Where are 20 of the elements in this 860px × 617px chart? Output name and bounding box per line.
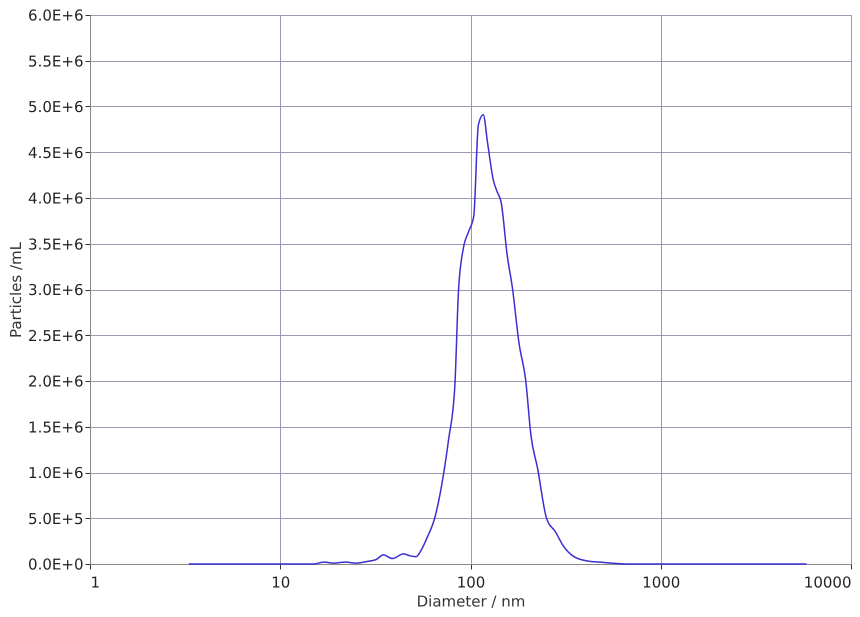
- x-tick-label: 1: [90, 574, 100, 592]
- y-tick-label: 5.5E+6: [28, 52, 84, 70]
- y-tick-label: 5.0E+6: [28, 98, 84, 116]
- x-tick-label: 1000: [642, 574, 680, 592]
- y-tick-label: 5.0E+5: [28, 510, 84, 528]
- y-tick-label: 6.0E+6: [28, 6, 84, 24]
- y-tick-label: 2.5E+6: [28, 326, 84, 345]
- y-tick-label: 1.0E+6: [28, 464, 84, 482]
- y-tick-label: 0.0E+0: [28, 556, 84, 574]
- x-axis-title: Diameter / nm: [416, 592, 526, 610]
- y-tick-label: 4.0E+6: [28, 190, 84, 208]
- y-tick-label: 3.0E+6: [28, 281, 84, 299]
- y-tick-label: 1.5E+6: [28, 418, 84, 436]
- y-tick-label: 4.5E+6: [28, 144, 84, 162]
- x-tick-label: 100: [456, 574, 486, 592]
- y-tick-label: 3.5E+6: [28, 235, 84, 254]
- x-tick-label: 10000: [804, 574, 852, 592]
- x-tick-label: 10: [271, 574, 290, 592]
- y-tick-label: 2.0E+6: [28, 372, 84, 390]
- y-axis-title: Particles /mL: [7, 241, 26, 338]
